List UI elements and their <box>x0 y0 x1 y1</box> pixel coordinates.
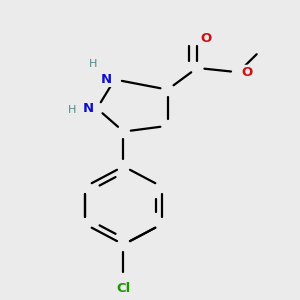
Text: H: H <box>88 58 97 69</box>
Text: N: N <box>100 73 112 86</box>
Text: Cl: Cl <box>116 282 130 295</box>
Text: N: N <box>83 102 94 115</box>
Text: H: H <box>68 105 76 115</box>
Text: O: O <box>200 32 211 46</box>
Text: O: O <box>241 66 253 79</box>
